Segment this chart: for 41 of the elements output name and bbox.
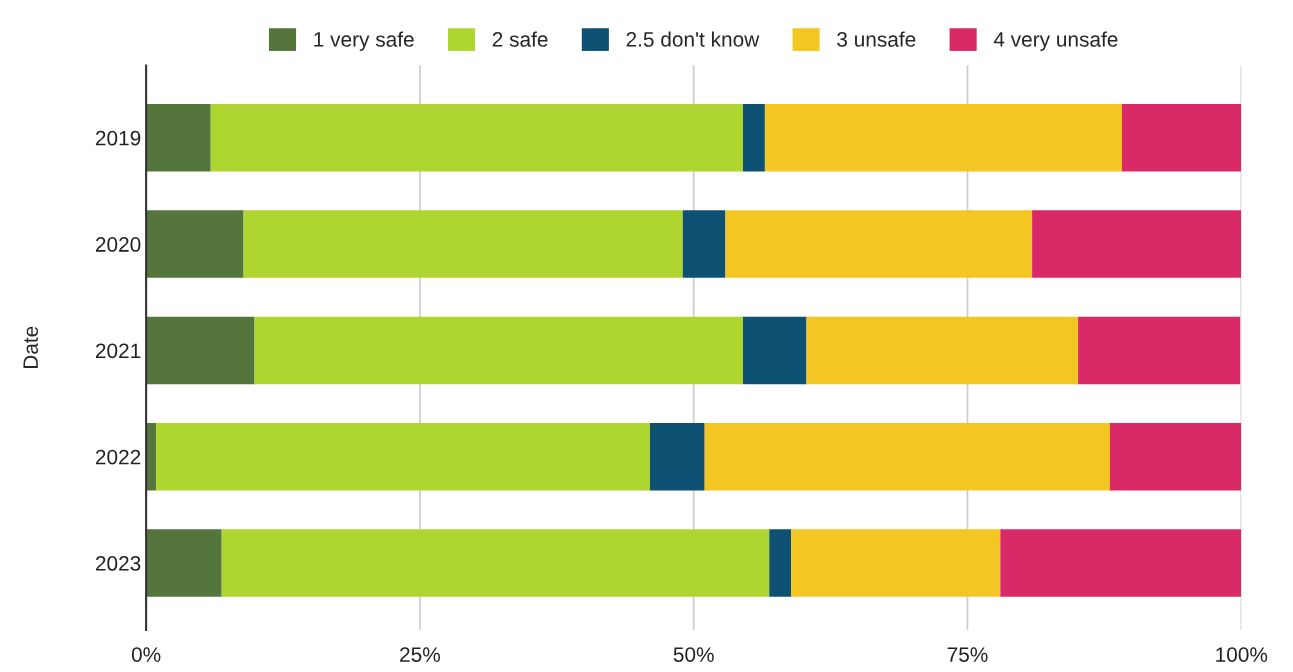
- bar: [221, 529, 770, 597]
- bar: [1000, 529, 1242, 597]
- bar: [649, 422, 705, 491]
- y-axis-title: Date: [23, 326, 39, 369]
- bar: [1078, 316, 1241, 385]
- bar: [769, 529, 792, 597]
- bar: [210, 104, 743, 172]
- bar: [146, 316, 255, 385]
- x-tick-label: 75%: [947, 647, 988, 662]
- bar: [682, 210, 726, 278]
- bar: [243, 210, 683, 278]
- bar: [764, 104, 1122, 172]
- bar: [1032, 210, 1242, 278]
- x-tick-label: 50%: [673, 647, 714, 662]
- bar: [146, 104, 211, 172]
- bar: [1121, 104, 1242, 172]
- bar: [146, 210, 244, 278]
- bar: [742, 104, 765, 172]
- bar: [146, 529, 222, 597]
- legend-label: 3 unsafe: [837, 31, 916, 47]
- y-tick-label: 2022: [95, 449, 141, 465]
- legend-label: 4 very unsafe: [993, 31, 1118, 51]
- bar: [704, 422, 1110, 491]
- y-tick-label: 2019: [95, 130, 141, 146]
- x-tick-label: 0%: [131, 647, 161, 662]
- legend-label: 1 very safe: [314, 31, 414, 51]
- bar: [742, 316, 807, 385]
- bar: [725, 210, 1033, 278]
- bar: [155, 422, 650, 491]
- bar: [806, 316, 1079, 385]
- bar: [146, 422, 156, 491]
- bar: [791, 529, 1001, 597]
- legend-label: 2 safe: [492, 31, 548, 47]
- y-tick-label: 2021: [95, 343, 141, 359]
- x-tick-label: 100%: [1216, 647, 1268, 662]
- bar: [1109, 422, 1242, 491]
- y-tick-label: 2020: [95, 237, 141, 252]
- bar: [254, 316, 743, 385]
- x-tick-label: 25%: [400, 647, 441, 662]
- legend-label: 2.5 don't know: [626, 31, 760, 47]
- y-tick-label: 2023: [95, 556, 141, 571]
